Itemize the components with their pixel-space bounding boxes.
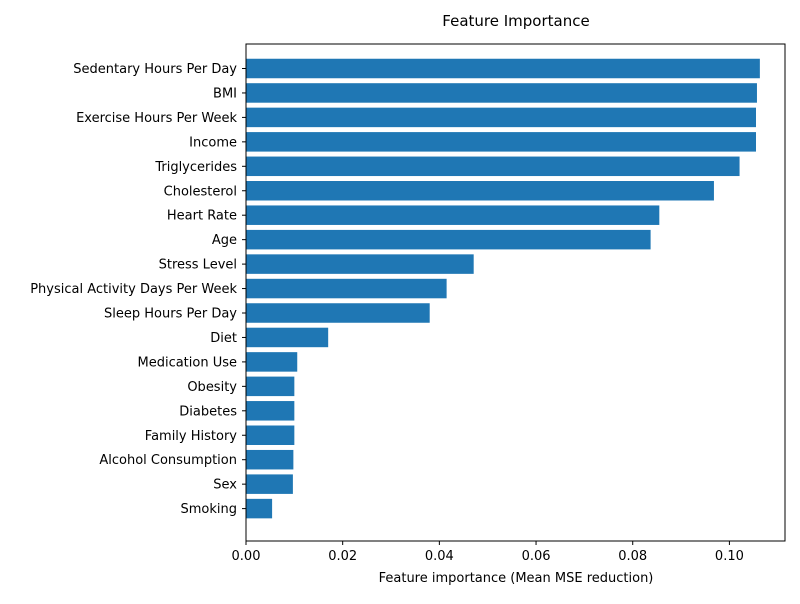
y-tick-label: Diet xyxy=(210,331,237,346)
bar xyxy=(246,181,714,201)
bar xyxy=(246,107,756,128)
y-tick-label: Heart Rate xyxy=(167,209,237,224)
x-tick-label: 0.06 xyxy=(522,549,551,564)
bar xyxy=(246,132,756,152)
y-tick-label: Cholesterol xyxy=(164,184,237,199)
y-tick-label: Medication Use xyxy=(137,355,237,370)
x-tick-label: 0.02 xyxy=(328,549,357,564)
x-tick-label: 0.00 xyxy=(232,549,261,564)
y-tick-label: Alcohol Consumption xyxy=(99,453,237,468)
x-tick-label: 0.08 xyxy=(618,549,647,564)
plot-frame xyxy=(245,43,786,542)
y-tick-label: Income xyxy=(189,135,237,150)
x-tick-label: 0.04 xyxy=(425,549,454,564)
bar xyxy=(246,376,295,397)
bar xyxy=(246,58,760,79)
bar xyxy=(246,278,447,299)
y-tick-label: Sleep Hours Per Day xyxy=(104,307,237,322)
y-tick-label: Diabetes xyxy=(179,404,237,419)
bar xyxy=(246,205,660,225)
bar xyxy=(246,498,273,519)
x-axis-label: Feature importance (Mean MSE reduction) xyxy=(379,571,654,586)
bar xyxy=(246,327,329,348)
y-tick-label: Obesity xyxy=(187,380,237,395)
bar xyxy=(246,303,430,323)
x-ticks: 0.00 0.02 0.04 0.06 0.08 0.10 xyxy=(232,541,744,564)
bar xyxy=(246,352,298,372)
y-tick-label: Age xyxy=(212,233,237,248)
y-tick-label: Family History xyxy=(145,429,238,444)
y-tick-label: Smoking xyxy=(180,502,237,517)
y-tick-label: Triglycerides xyxy=(154,160,237,175)
bar xyxy=(246,83,757,103)
bar xyxy=(246,156,740,177)
y-tick-label: BMI xyxy=(213,86,237,101)
y-tick-label: Sex xyxy=(213,478,237,493)
bar xyxy=(246,401,295,421)
y-tick-label: Physical Activity Days Per Week xyxy=(30,282,237,297)
chart-title: Feature Importance xyxy=(442,12,589,30)
y-tick-label: Sedentary Hours Per Day xyxy=(73,62,237,77)
y-tick-label: Stress Level xyxy=(159,258,237,273)
bar xyxy=(246,254,474,274)
bar xyxy=(246,425,295,445)
y-tick-label: Exercise Hours Per Week xyxy=(76,111,237,126)
bar xyxy=(246,449,294,470)
bars-group xyxy=(246,58,760,519)
bar xyxy=(246,474,293,494)
y-tick-labels: Sedentary Hours Per Day BMI Exercise Hours… xyxy=(30,62,246,517)
bar xyxy=(246,229,651,250)
x-tick-label: 0.10 xyxy=(715,549,744,564)
